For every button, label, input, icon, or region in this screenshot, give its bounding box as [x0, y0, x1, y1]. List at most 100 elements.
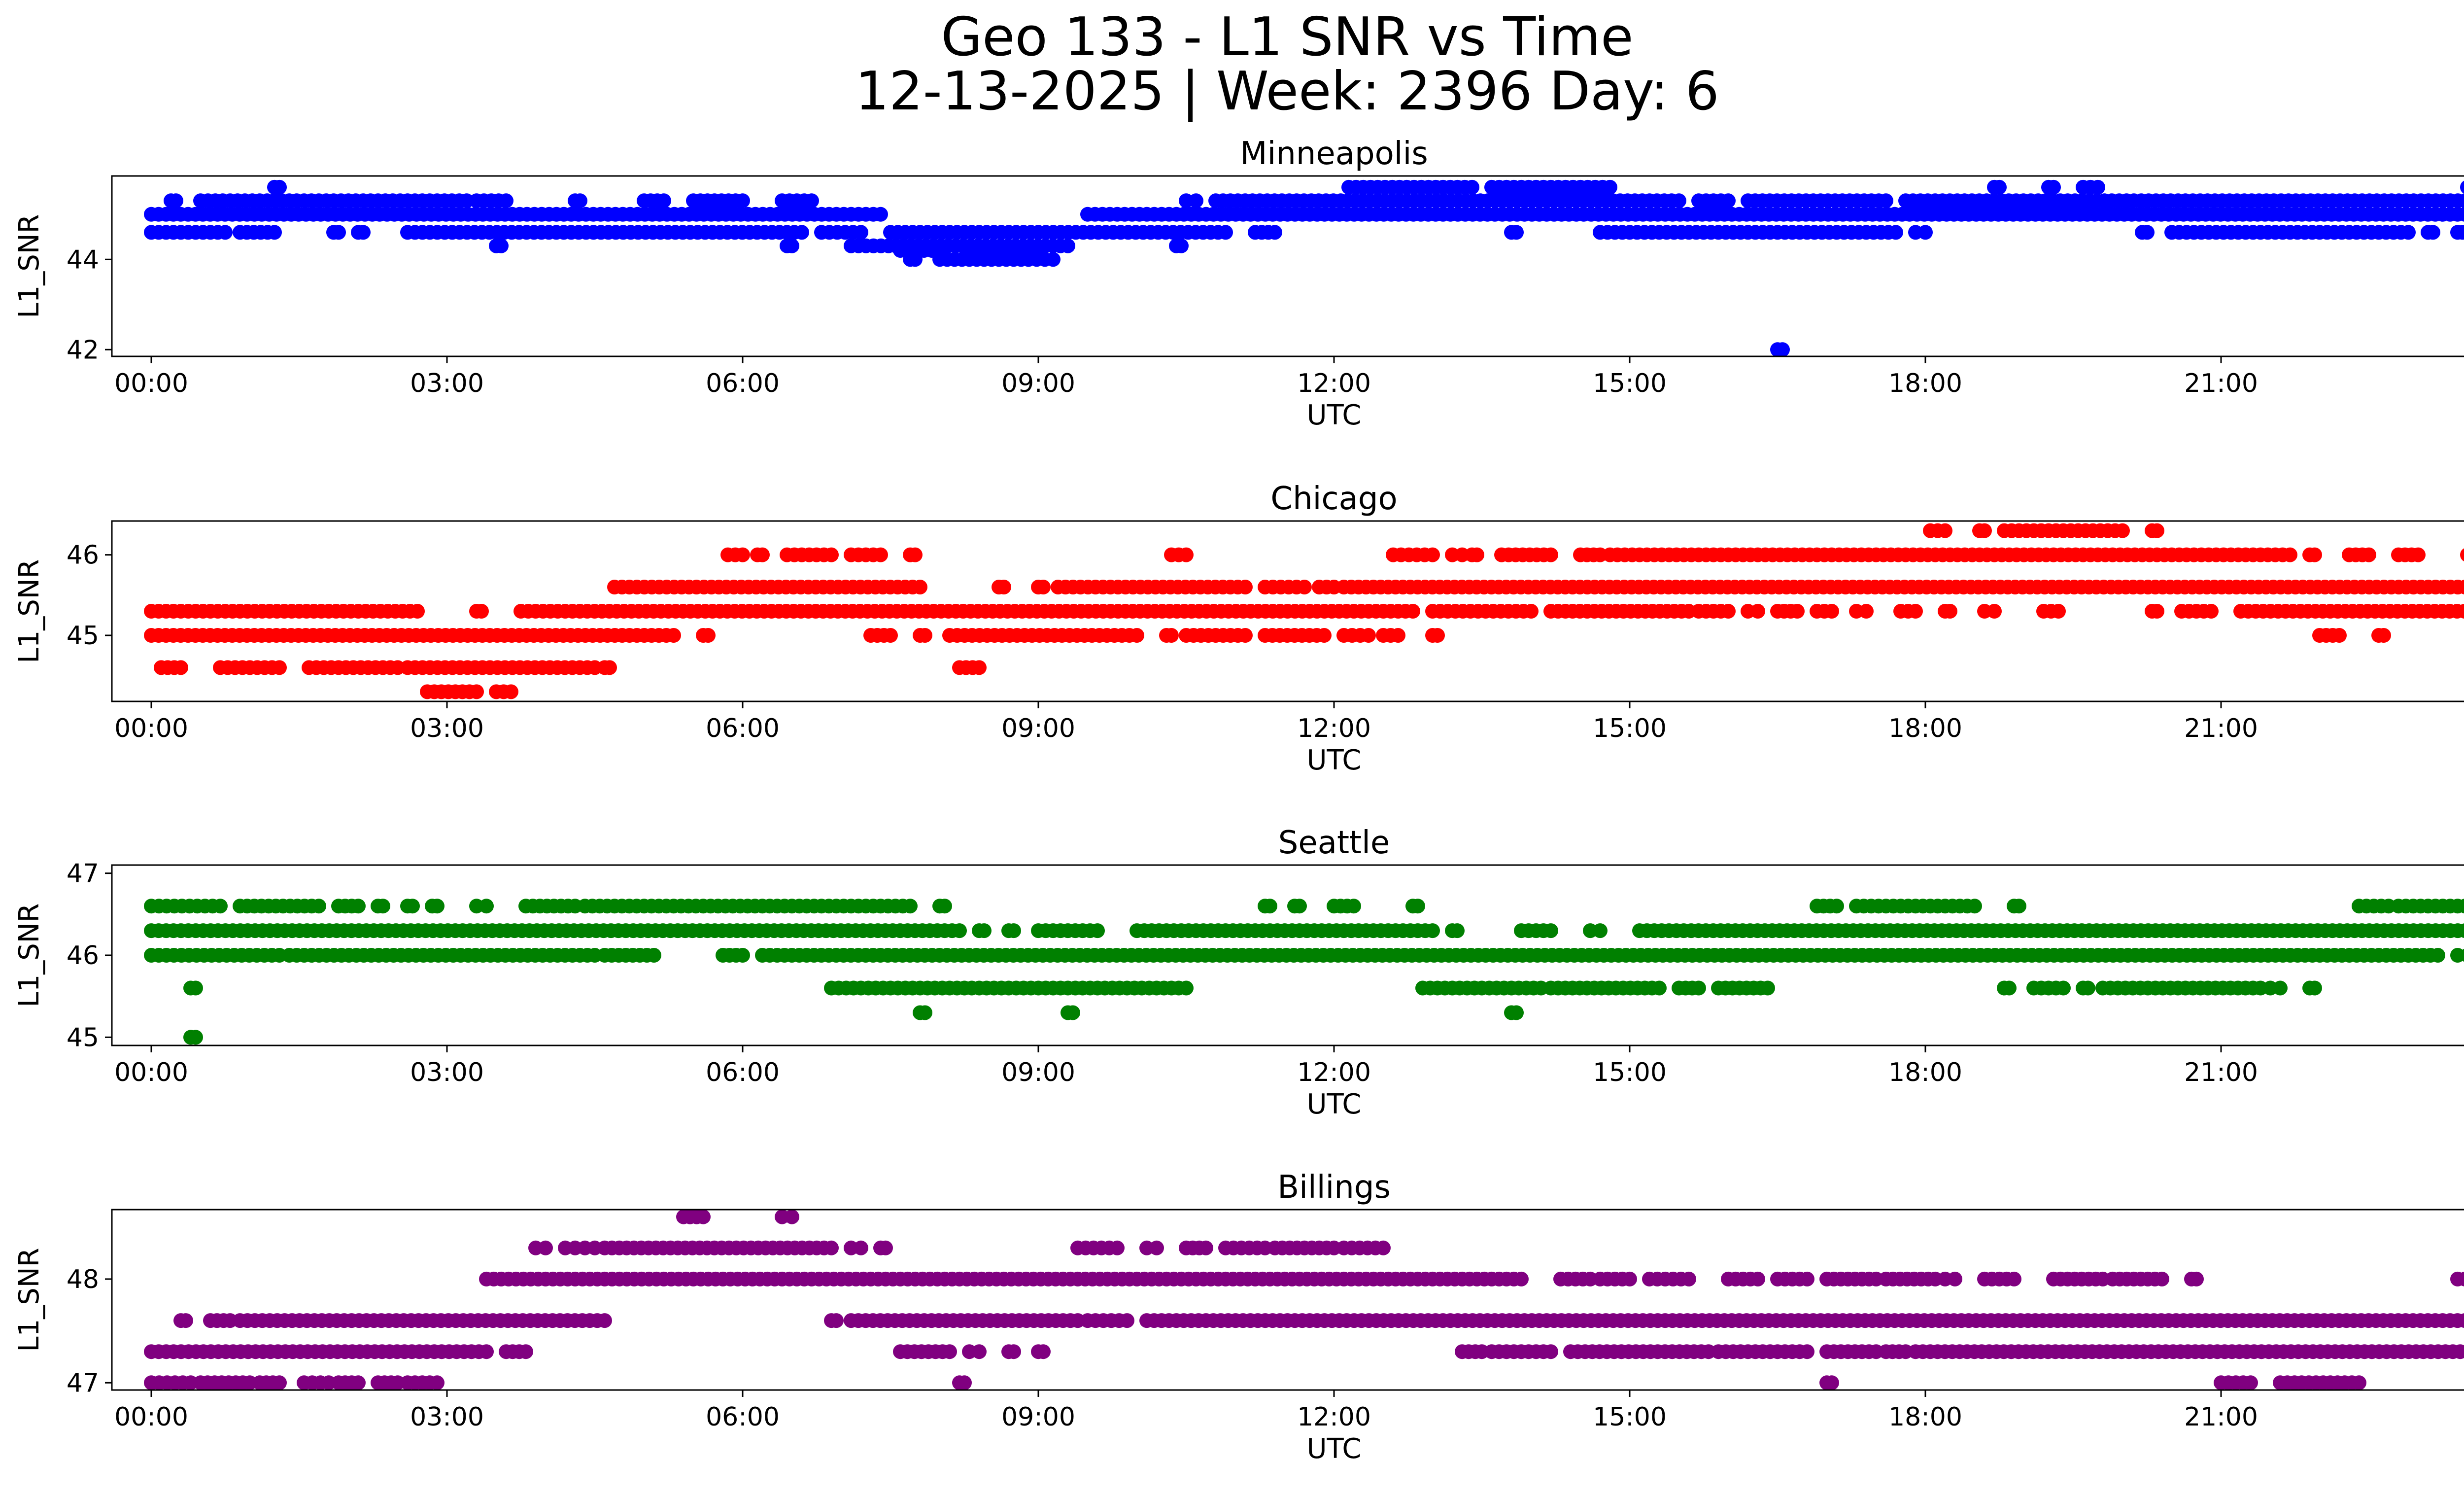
billings-point: [1120, 1313, 1134, 1328]
seattle-point: [1593, 923, 1608, 939]
minneapolis-point: [656, 193, 671, 209]
billings-point: [1110, 1240, 1125, 1255]
billings-xtick-label: 06:00: [706, 1402, 780, 1432]
seattle-point: [1263, 899, 1277, 914]
chicago-point: [1750, 604, 1765, 619]
billings-xtick-label: 12:00: [1297, 1402, 1371, 1432]
chicago-point: [2411, 547, 2426, 562]
billings-point: [1750, 1271, 1765, 1286]
seattle-point: [1967, 899, 1982, 914]
billings-title: Billings: [1277, 1169, 1391, 1206]
chicago-point: [1824, 604, 1839, 619]
chicago-point: [1164, 628, 1179, 643]
chicago-point: [1524, 604, 1539, 619]
billings-point: [942, 1344, 957, 1359]
chicago-point: [1238, 628, 1253, 643]
minneapolis-xtick-label: 06:00: [706, 369, 780, 398]
billings-point: [1543, 1344, 1558, 1359]
seattle-point: [1090, 923, 1105, 939]
minneapolis-xlabel: UTC: [1306, 399, 1361, 431]
billings-point: [1198, 1240, 1213, 1255]
seattle-ytick-label: 47: [67, 859, 99, 889]
seattle-title: Seattle: [1278, 825, 1390, 861]
seattle-point: [2273, 980, 2288, 996]
minneapolis-point: [267, 225, 282, 240]
chicago-point: [469, 684, 484, 699]
seattle-point: [1509, 1005, 1524, 1020]
chicago-point: [996, 580, 1011, 594]
minneapolis-title: Minneapolis: [1240, 136, 1428, 172]
seattle-point: [405, 899, 420, 914]
chicago-subplot: Chicago 00:00 03:00 06:00 09:00 12:00 15:00 18:…: [13, 481, 2464, 776]
billings-ytick-label: 48: [67, 1265, 99, 1294]
billings-ylabel: L1_SNR: [13, 1248, 45, 1352]
minneapolis-point: [908, 252, 923, 267]
billings-point: [1948, 1271, 1962, 1286]
minneapolis-point: [1267, 225, 1282, 240]
minneapolis-xtick-label: 21:00: [2184, 369, 2258, 398]
minneapolis-point: [169, 193, 183, 209]
seattle-point: [188, 980, 203, 996]
chicago-point: [913, 580, 927, 594]
chicago-point: [410, 604, 425, 619]
seattle-point: [430, 899, 445, 914]
seattle-point: [977, 923, 992, 939]
billings-point: [2458, 1272, 2464, 1286]
billings-xtick-label: 03:00: [410, 1402, 484, 1432]
figure-title-line1: Geo 133 - L1 SNR vs Time: [941, 6, 1633, 68]
minneapolis-point: [218, 225, 233, 240]
billings-point: [518, 1344, 533, 1359]
minneapolis-ytick-label: 42: [67, 335, 99, 365]
chicago-point: [1943, 604, 1957, 619]
seattle-point: [2012, 899, 2026, 914]
chicago-ytick-label: 45: [67, 621, 99, 651]
billings-point: [538, 1240, 553, 1255]
billings-point: [878, 1240, 893, 1255]
seattle-point: [1652, 980, 1667, 996]
billings-point: [972, 1344, 987, 1359]
minneapolis-xtick-label: 00:00: [114, 369, 188, 398]
chicago-point: [1238, 580, 1253, 594]
chicago-point: [2307, 547, 2322, 562]
chicago-point: [474, 604, 489, 619]
minneapolis-point: [1189, 193, 1203, 209]
chicago-point: [735, 547, 750, 562]
chicago-point: [666, 628, 681, 643]
chicago-point: [1430, 628, 1445, 643]
minneapolis-point: [1061, 238, 1075, 253]
seattle-point: [2081, 980, 2095, 996]
seattle-point: [213, 899, 228, 914]
seattle-point: [376, 899, 390, 914]
seattle-point: [1425, 923, 1440, 939]
minneapolis-axes-frame: [111, 175, 2464, 357]
billings-xlabel: UTC: [1306, 1433, 1361, 1465]
chicago-point: [1721, 604, 1736, 619]
minneapolis-point: [1672, 193, 1686, 209]
minneapolis-point: [804, 193, 819, 209]
chicago-point: [1938, 523, 1952, 538]
minneapolis-point: [494, 238, 509, 253]
seattle-points: [144, 899, 2464, 1045]
chicago-point: [272, 660, 287, 675]
minneapolis-point: [1879, 193, 1893, 209]
minneapolis-ytick-label: 44: [67, 245, 99, 275]
seattle-ylabel: L1_SNR: [13, 903, 45, 1007]
chicago-xtick-label: 15:00: [1593, 714, 1667, 743]
seattle-point: [2307, 980, 2322, 996]
minneapolis-xtick-label: 18:00: [1888, 369, 1962, 398]
billings-point: [854, 1240, 868, 1255]
chicago-point: [824, 547, 839, 562]
seattle-ytick-label: 45: [67, 1023, 99, 1052]
chicago-point: [2458, 580, 2464, 594]
chicago-point: [1908, 604, 1923, 619]
minneapolis-point: [1918, 225, 1933, 240]
seattle-point: [2460, 948, 2464, 962]
minneapolis-point: [331, 225, 346, 240]
chicago-point: [1405, 604, 1420, 619]
chicago-point: [1361, 628, 1376, 643]
billings-subplot: Billings 00:00 03:00 06:00 09:00 12:00 15:00 18…: [13, 1169, 2464, 1465]
chicago-point: [2150, 523, 2164, 538]
seattle-xtick-label: 06:00: [706, 1058, 780, 1087]
billings-point: [597, 1313, 612, 1328]
